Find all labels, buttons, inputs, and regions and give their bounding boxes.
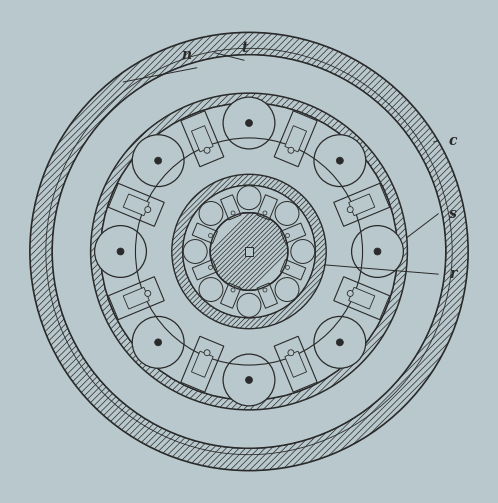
Circle shape: [285, 266, 289, 270]
Circle shape: [263, 211, 267, 215]
Circle shape: [204, 350, 210, 356]
Bar: [349, 287, 375, 309]
Circle shape: [95, 226, 146, 277]
Bar: [274, 111, 317, 166]
Circle shape: [199, 278, 223, 301]
Bar: [181, 111, 224, 166]
Circle shape: [209, 266, 213, 270]
Bar: [123, 194, 149, 216]
Circle shape: [237, 293, 261, 317]
Circle shape: [231, 211, 235, 215]
Circle shape: [288, 147, 294, 153]
Bar: [285, 126, 307, 152]
Circle shape: [117, 248, 124, 255]
Bar: [221, 195, 241, 220]
Circle shape: [223, 97, 275, 149]
Bar: [191, 126, 213, 152]
Circle shape: [263, 288, 267, 292]
Bar: [349, 194, 375, 216]
Circle shape: [145, 207, 151, 213]
Bar: [257, 195, 277, 220]
Text: s: s: [449, 207, 457, 221]
Circle shape: [199, 202, 223, 225]
Bar: [109, 183, 164, 226]
Circle shape: [347, 207, 353, 213]
Circle shape: [183, 239, 207, 264]
Bar: [109, 277, 164, 320]
Text: r: r: [450, 267, 457, 281]
Circle shape: [314, 135, 366, 187]
Circle shape: [132, 135, 184, 187]
Circle shape: [237, 186, 261, 210]
Circle shape: [285, 233, 289, 237]
Text: t: t: [241, 41, 247, 55]
Circle shape: [336, 157, 343, 164]
Circle shape: [155, 339, 162, 346]
Bar: [280, 223, 306, 243]
Circle shape: [352, 226, 403, 277]
Circle shape: [336, 339, 343, 346]
Bar: [257, 283, 277, 308]
Bar: [285, 351, 307, 377]
Circle shape: [231, 288, 235, 292]
Circle shape: [209, 233, 213, 237]
Circle shape: [145, 290, 151, 296]
Circle shape: [183, 185, 315, 318]
Circle shape: [314, 316, 366, 368]
Circle shape: [374, 248, 381, 255]
Text: n: n: [182, 48, 192, 62]
Bar: [191, 351, 213, 377]
Circle shape: [288, 350, 294, 356]
Circle shape: [275, 202, 299, 225]
Circle shape: [52, 55, 446, 448]
Circle shape: [132, 316, 184, 368]
Bar: [123, 287, 149, 309]
Text: c: c: [449, 134, 458, 148]
Circle shape: [291, 239, 315, 264]
Bar: [245, 247, 253, 256]
Circle shape: [275, 278, 299, 301]
Circle shape: [223, 354, 275, 406]
Circle shape: [204, 147, 210, 153]
Bar: [280, 260, 306, 280]
Bar: [192, 260, 218, 280]
Circle shape: [347, 290, 353, 296]
Circle shape: [101, 103, 397, 400]
Circle shape: [246, 120, 252, 126]
Bar: [192, 223, 218, 243]
Bar: [334, 183, 389, 226]
Circle shape: [246, 377, 252, 383]
Circle shape: [210, 213, 288, 290]
Circle shape: [155, 157, 162, 164]
Bar: [274, 337, 317, 392]
Bar: [334, 277, 389, 320]
Bar: [221, 283, 241, 308]
Bar: [181, 337, 224, 392]
